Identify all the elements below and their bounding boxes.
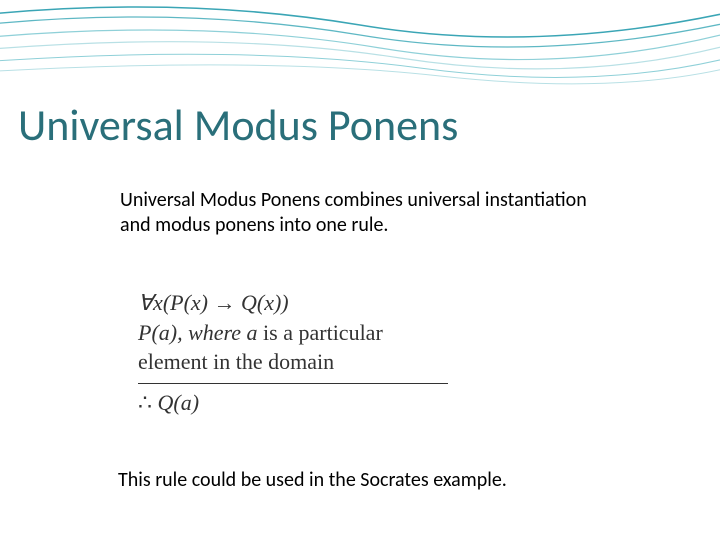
formula-premise-2: P(a), where a is a particular xyxy=(138,318,448,348)
conclusion-text: Q(a) xyxy=(158,390,200,415)
therefore-symbol: ∴ xyxy=(138,388,152,418)
footer-note: This rule could be used in the Socrates … xyxy=(118,468,507,492)
wave-decoration xyxy=(0,0,720,110)
formula-premise-1: ∀x(P(x) → Q(x)) xyxy=(138,288,448,318)
formula-premise-3: element in the domain xyxy=(138,347,448,377)
formula-line2-suffix: is a particular xyxy=(258,320,383,345)
formula-conclusion: ∴ Q(a) xyxy=(138,388,448,418)
formula-line2-prefix: P(a), where xyxy=(138,320,247,345)
description-text: Universal Modus Ponens combines universa… xyxy=(120,188,620,238)
formula-line2-var: a xyxy=(247,320,258,345)
formula-block: ∀x(P(x) → Q(x)) P(a), where a is a parti… xyxy=(138,288,448,418)
slide-title: Universal Modus Ponens xyxy=(18,98,458,152)
inference-rule-line xyxy=(138,383,448,384)
